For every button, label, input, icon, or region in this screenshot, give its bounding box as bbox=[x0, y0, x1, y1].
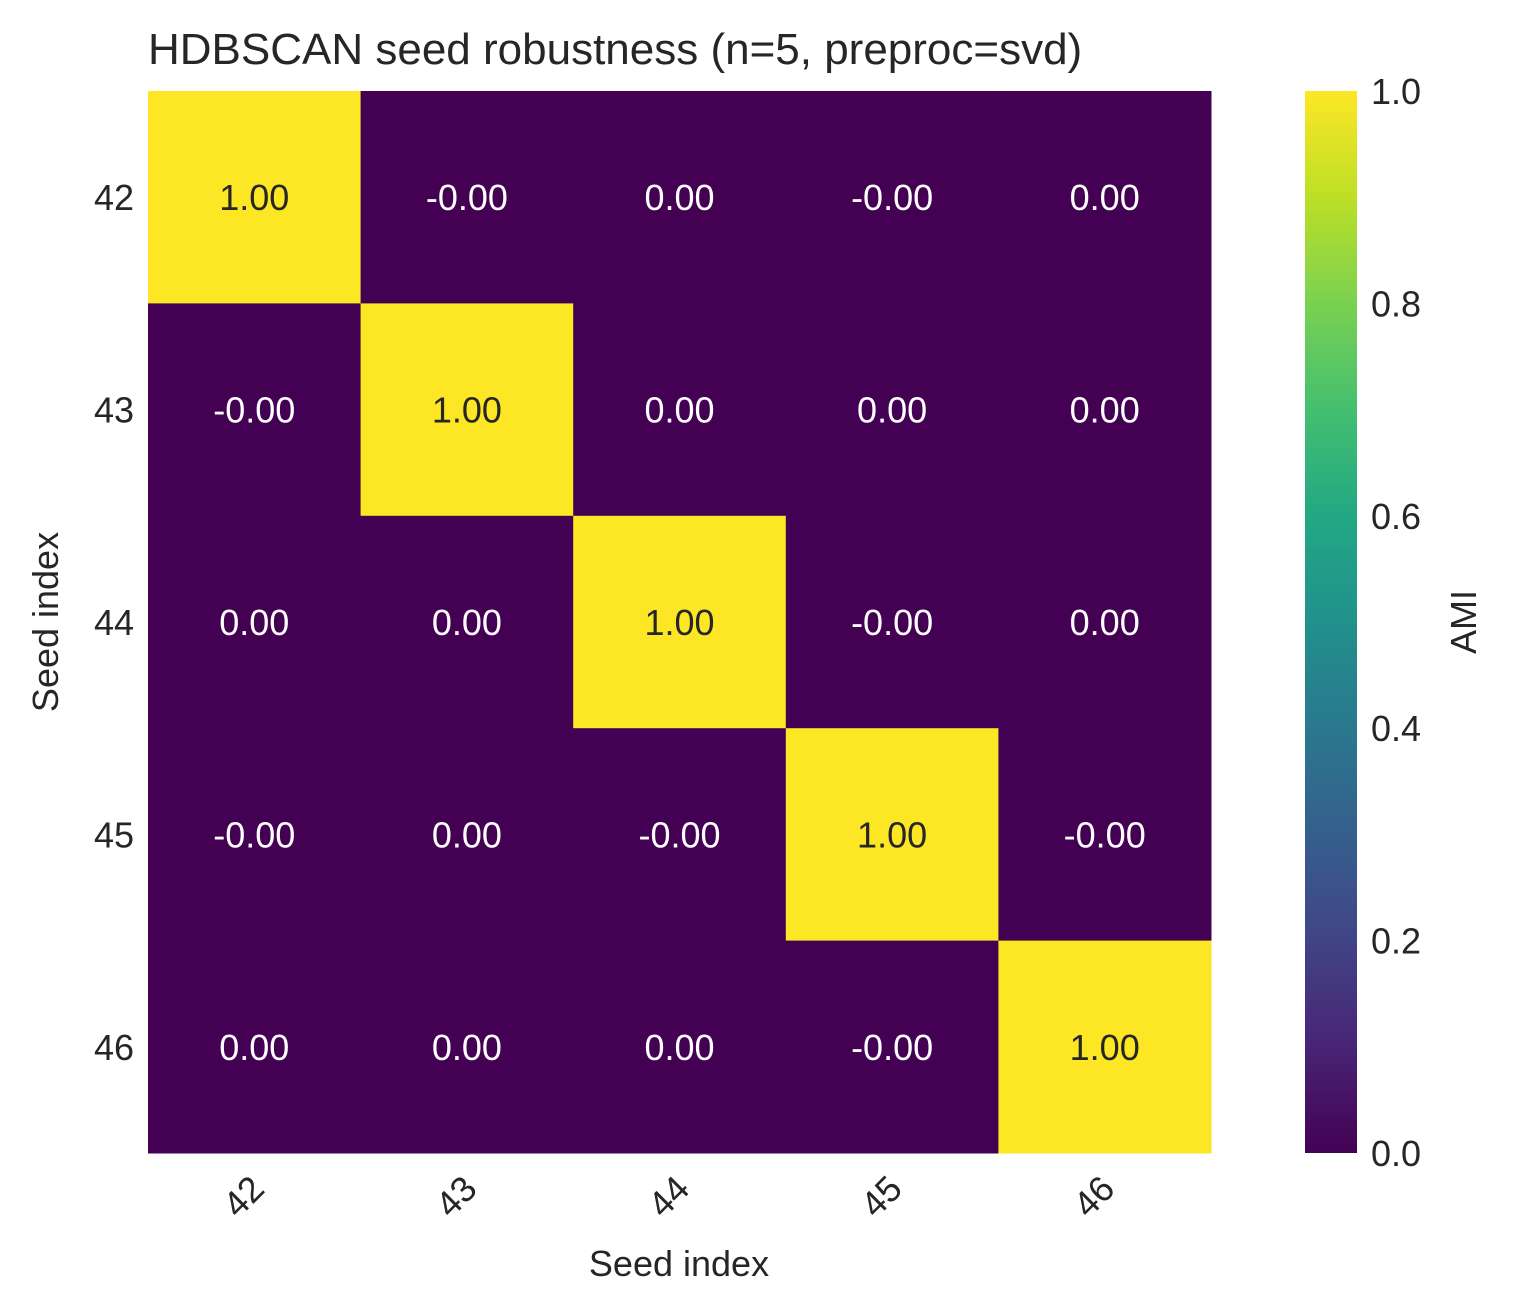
colorbar-ticks: 0.0 0.2 0.4 0.6 0.8 1.0 bbox=[1371, 71, 1421, 1174]
heatmap-cell bbox=[573, 515, 787, 729]
cell-value-label: 0.00 bbox=[857, 390, 927, 431]
heatmap-cell bbox=[998, 303, 1212, 517]
x-tick-label: 44 bbox=[640, 1168, 697, 1225]
heatmap-cell bbox=[148, 940, 362, 1154]
cell-value-label: 1.00 bbox=[857, 814, 927, 855]
heatmap-cell bbox=[785, 303, 999, 517]
x-tick-label: 45 bbox=[852, 1168, 909, 1225]
cell-value-label: 0.00 bbox=[644, 1027, 714, 1068]
cell-value-label: -0.00 bbox=[213, 814, 295, 855]
colorbar-tick-label: 0.4 bbox=[1371, 708, 1421, 749]
cell-value-label: -0.00 bbox=[851, 1027, 933, 1068]
heatmap-cell bbox=[148, 91, 362, 304]
heatmap-cell bbox=[785, 940, 999, 1154]
heatmap-cell bbox=[148, 515, 362, 729]
x-axis-label: Seed index bbox=[589, 1243, 769, 1284]
cell-value-label: 0.00 bbox=[1070, 602, 1140, 643]
heatmap-cell bbox=[360, 91, 574, 304]
cell-value-label: 0.00 bbox=[1070, 177, 1140, 218]
cell-value-label: -0.00 bbox=[1064, 814, 1146, 855]
y-axis-label: Seed index bbox=[25, 532, 66, 712]
cell-value-label: 1.00 bbox=[1070, 1027, 1140, 1068]
cell-value-label: -0.00 bbox=[851, 177, 933, 218]
heatmap-cell bbox=[573, 940, 787, 1154]
y-tick-label: 42 bbox=[94, 177, 134, 218]
cell-value-label: -0.00 bbox=[851, 602, 933, 643]
chart-title: HDBSCAN seed robustness (n=5, preproc=sv… bbox=[148, 25, 1082, 74]
heatmap-cell bbox=[998, 515, 1212, 729]
cell-value-label: 0.00 bbox=[219, 602, 289, 643]
cell-value-label: 0.00 bbox=[1070, 390, 1140, 431]
cell-value-label: 0.00 bbox=[432, 1027, 502, 1068]
cell-value-label: 1.00 bbox=[219, 177, 289, 218]
x-tick-label: 43 bbox=[427, 1168, 484, 1225]
heatmap-cell bbox=[573, 728, 787, 942]
heatmap-cell bbox=[998, 728, 1212, 942]
cell-value-label: 1.00 bbox=[432, 390, 502, 431]
colorbar-tick-label: 1.0 bbox=[1371, 71, 1421, 112]
heatmap-cell bbox=[360, 728, 574, 942]
cell-value-label: -0.00 bbox=[213, 390, 295, 431]
heatmap-cell bbox=[573, 303, 787, 517]
heatmap-cell bbox=[148, 303, 362, 517]
y-tick-label: 44 bbox=[94, 602, 134, 643]
heatmap-cell bbox=[573, 91, 787, 304]
heatmap-cell bbox=[998, 940, 1212, 1154]
heatmap-cell bbox=[785, 728, 999, 942]
cell-value-label: -0.00 bbox=[638, 814, 720, 855]
cell-value-label: 0.00 bbox=[644, 177, 714, 218]
colorbar-label: AMI bbox=[1443, 590, 1484, 654]
y-tick-label: 46 bbox=[94, 1027, 134, 1068]
colorbar-tick-label: 0.0 bbox=[1371, 1133, 1421, 1174]
cell-value-label: 0.00 bbox=[432, 814, 502, 855]
heatmap-cell bbox=[998, 91, 1212, 304]
x-axis-ticks: 42 43 44 45 46 bbox=[215, 1168, 1123, 1225]
heatmap-cell bbox=[360, 303, 574, 517]
heatmap-cell bbox=[785, 515, 999, 729]
x-tick-label: 46 bbox=[1065, 1168, 1122, 1225]
cell-value-label: 0.00 bbox=[644, 390, 714, 431]
y-tick-label: 45 bbox=[94, 814, 134, 855]
y-tick-label: 43 bbox=[94, 390, 134, 431]
heatmap-cell bbox=[360, 515, 574, 729]
cell-value-label: 0.00 bbox=[219, 1027, 289, 1068]
heatmap-cells bbox=[148, 91, 1212, 1154]
heatmap-cell-labels: 1.00 -0.00 0.00 -0.00 0.00 -0.00 1.00 0.00 0.00 0… bbox=[213, 177, 1145, 1068]
cell-value-label: 1.00 bbox=[644, 602, 714, 643]
x-tick-label: 42 bbox=[215, 1168, 272, 1225]
colorbar bbox=[1305, 91, 1357, 1153]
colorbar-tick-label: 0.2 bbox=[1371, 921, 1421, 962]
cell-value-label: 0.00 bbox=[432, 602, 502, 643]
cell-value-label: -0.00 bbox=[426, 177, 508, 218]
heatmap-cell bbox=[148, 728, 362, 942]
colorbar-tick-label: 0.8 bbox=[1371, 283, 1421, 324]
y-axis-ticks: 42 43 44 45 46 bbox=[94, 177, 134, 1068]
heatmap-cell bbox=[785, 91, 999, 304]
colorbar-tick-label: 0.6 bbox=[1371, 496, 1421, 537]
heatmap-cell bbox=[360, 940, 574, 1154]
